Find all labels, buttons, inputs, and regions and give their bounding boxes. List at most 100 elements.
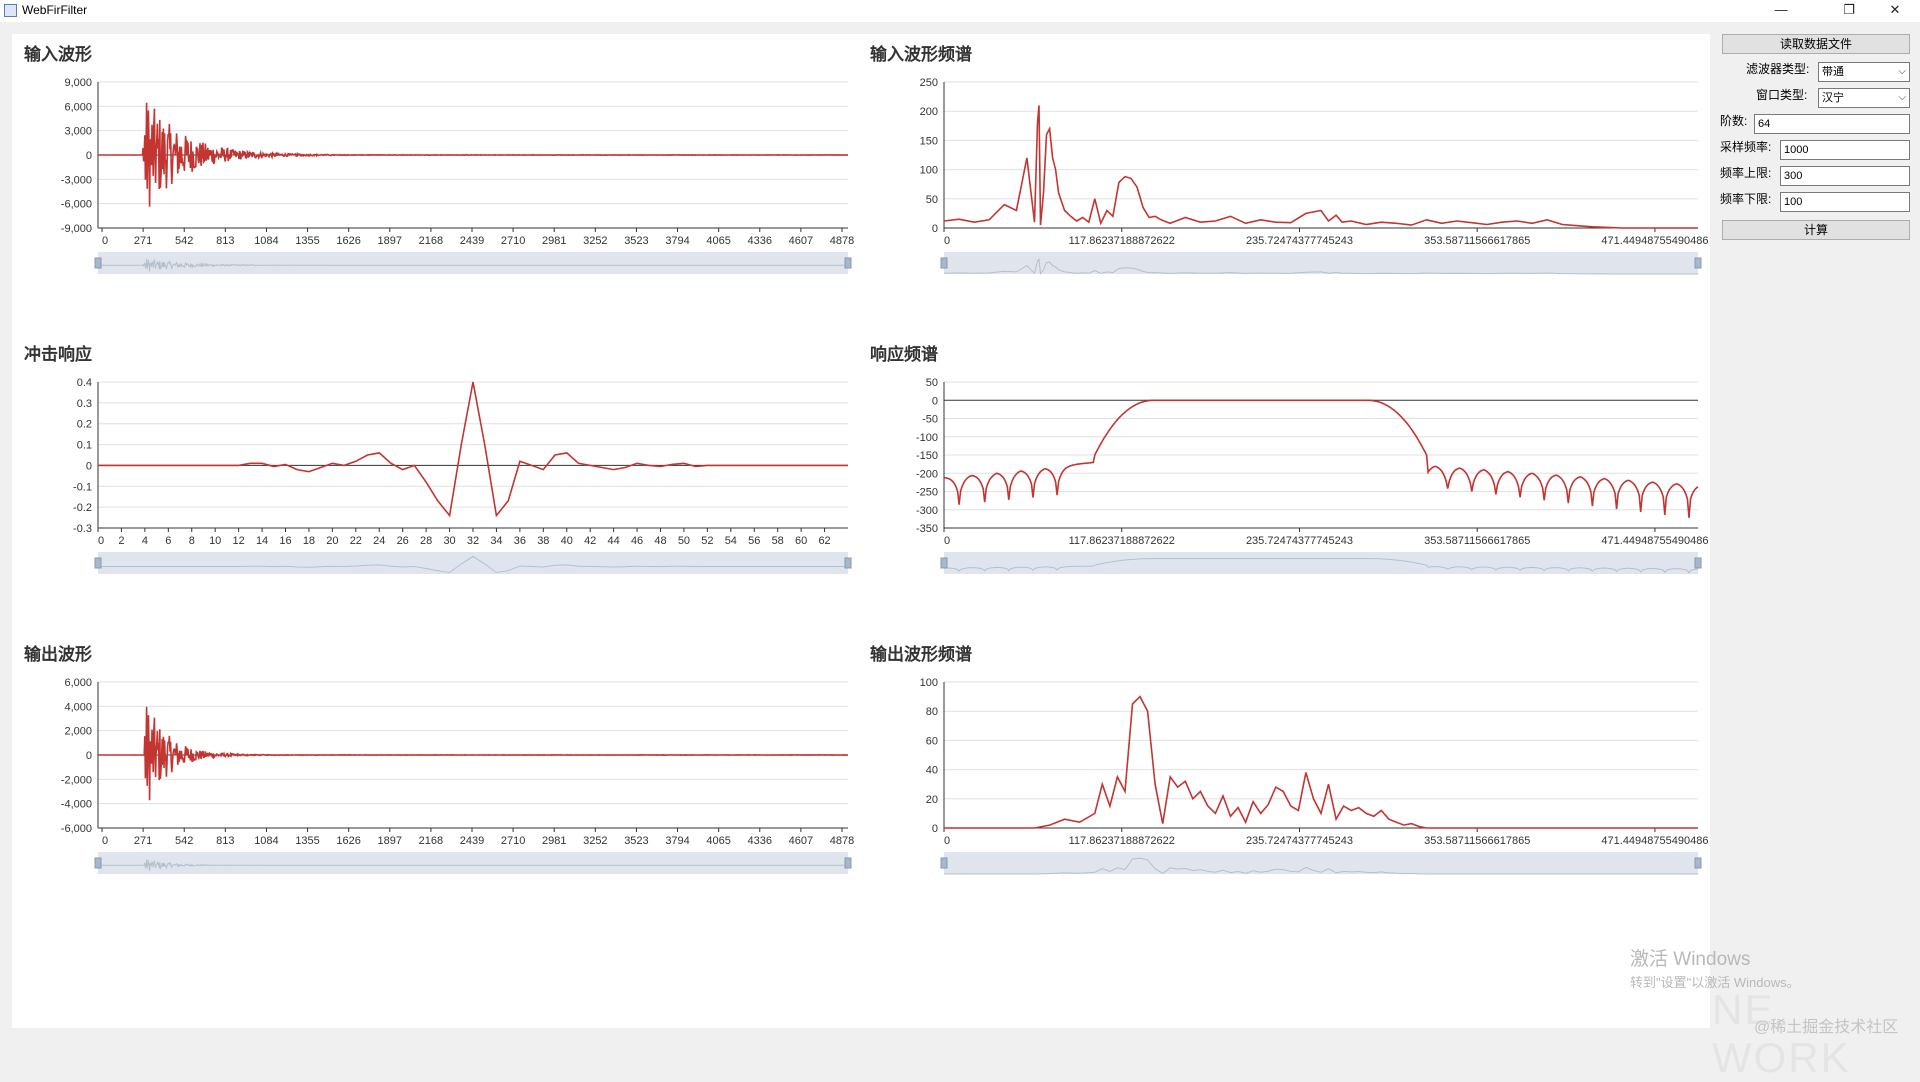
y-tick-label: -150 <box>916 450 938 462</box>
y-tick-label: -300 <box>916 505 938 517</box>
datazoom-handle-left <box>94 557 102 569</box>
x-tick-label: 1626 <box>336 235 360 247</box>
x-tick-label: 4878 <box>830 235 854 247</box>
x-tick-label: 2710 <box>501 835 525 847</box>
activate-windows-hint: 转到"设置"以激活 Windows。 <box>1630 975 1800 990</box>
chart-svg: 250 200 150 100 50 00 117.86237188872622 235.72… <box>920 77 1708 275</box>
y-tick-label: -250 <box>916 487 938 499</box>
y-tick-label: 250 <box>920 77 938 89</box>
x-tick-label: 0 <box>944 535 950 547</box>
activate-windows-title: 激活 Windows <box>1630 949 1751 970</box>
datazoom-preview <box>98 555 848 574</box>
x-tick-label: 22 <box>350 535 362 547</box>
chart-svg: 6,000 4,000 2,000 0 -2,000 -4,000 -6,000 0 271 54… <box>61 677 854 874</box>
x-tick-label: 4065 <box>706 835 730 847</box>
x-tick-label: 4065 <box>706 235 730 247</box>
y-tick-label: 200 <box>920 106 938 118</box>
y-tick-label: 150 <box>920 135 938 147</box>
x-tick-label: 52 <box>701 535 713 547</box>
output-spectrum-chart: 输出波形频谱 100 80 60 40 20 0 0 117.86237188872622 23… <box>858 634 1710 934</box>
x-tick-label: 1084 <box>254 235 278 247</box>
window-type-select[interactable]: 汉宁 ⌵ <box>1818 88 1910 108</box>
x-tick-label: 18 <box>303 535 315 547</box>
x-tick-label: 2 <box>118 535 124 547</box>
y-tick-label: 0 <box>86 750 92 762</box>
sample-rate-input[interactable]: 1000 <box>1780 140 1910 160</box>
x-tick-label: 2981 <box>542 835 566 847</box>
x-tick-label: 34 <box>490 535 502 547</box>
minimize-button[interactable]: — <box>1774 2 1788 17</box>
series-line <box>98 102 849 207</box>
y-tick-label: 0.3 <box>77 398 92 410</box>
control-panel: 读取数据文件 滤波器类型: 带通 ⌵ 窗口类型: 汉宁 ⌵ 阶数: 64 采样频… <box>1716 30 1916 250</box>
x-tick-label: 26 <box>397 535 409 547</box>
output-wave-chart: 输出波形 6,000 4,000 2,000 0 -2,000 -4,000 -6,000 0… <box>12 634 860 934</box>
window-type-label: 窗口类型: <box>1756 88 1808 102</box>
x-tick-label: 542 <box>175 835 193 847</box>
read-file-button[interactable]: 读取数据文件 <box>1722 34 1910 54</box>
filter-type-value: 带通 <box>1822 66 1844 78</box>
community-watermark: @稀土掘金技术社区 <box>1754 1019 1899 1036</box>
datazoom-preview <box>943 257 1698 275</box>
x-tick-label: 62 <box>818 535 830 547</box>
datazoom-bar <box>944 552 1698 574</box>
y-tick-label: -4,000 <box>61 799 92 811</box>
filter-type-select[interactable]: 带通 ⌵ <box>1818 62 1910 82</box>
series-line <box>943 399 1699 518</box>
x-tick-label: 271 <box>134 835 152 847</box>
response-spectrum-chart: 响应频谱 50 0 -50 -100 -150 -200 -250 -300 -350 0 117.… <box>858 334 1710 634</box>
series-line <box>943 105 1698 229</box>
maximize-button[interactable]: ❐ <box>1843 2 1855 17</box>
x-tick-label: 4 <box>142 535 148 547</box>
datazoom-bar <box>98 252 848 274</box>
x-tick-label: 2439 <box>460 835 484 847</box>
x-tick-label: 1355 <box>295 235 319 247</box>
y-tick-label: 6,000 <box>64 677 92 689</box>
x-tick-label: 4878 <box>830 835 854 847</box>
x-tick-label: 353.58711566617865 <box>1424 535 1530 547</box>
close-button[interactable]: ✕ <box>1889 2 1901 17</box>
x-tick-label: 4336 <box>748 835 772 847</box>
x-tick-label: 20 <box>326 535 338 547</box>
input-wave-chart: 输入波形 9,000 6,000 3,000 0 -3,000 -6,000 -9,000 0… <box>12 34 860 334</box>
y-tick-label: 40 <box>926 765 938 777</box>
datazoom-handle-right <box>844 557 852 569</box>
x-tick-label: 2168 <box>419 235 443 247</box>
chart-title: 冲击响应 <box>24 345 92 364</box>
x-tick-label: 36 <box>514 535 526 547</box>
x-tick-label: 0 <box>102 835 108 847</box>
y-tick-label: 50 <box>926 377 938 389</box>
datazoom-handle-left <box>940 857 948 869</box>
x-tick-label: 1897 <box>378 235 402 247</box>
datazoom-handle-right <box>1694 257 1702 269</box>
y-tick-label: 20 <box>926 794 938 806</box>
y-tick-label: 0.4 <box>77 377 92 389</box>
x-tick-label: 0 <box>98 535 104 547</box>
datazoom-handle-right <box>1694 857 1702 869</box>
y-tick-label: 3,000 <box>64 126 92 138</box>
x-tick-label: 1897 <box>378 835 402 847</box>
datazoom-preview <box>944 857 1698 875</box>
x-tick-label: 12 <box>233 535 245 547</box>
x-tick-label: 60 <box>795 535 807 547</box>
x-tick-label: 117.86237188872622 <box>1069 535 1175 547</box>
freq-high-input[interactable]: 300 <box>1780 166 1910 186</box>
x-tick-label: 4607 <box>789 235 813 247</box>
x-tick-label: 117.86237188872622 <box>1069 235 1175 247</box>
window-type-value: 汉宁 <box>1822 92 1844 104</box>
y-tick-label: 100 <box>920 165 938 177</box>
x-tick-label: 235.72474377745243 <box>1246 835 1353 847</box>
x-tick-label: 4607 <box>789 835 813 847</box>
x-tick-label: 471.44948755490486 <box>1601 235 1708 247</box>
chart-title: 响应频谱 <box>870 345 938 364</box>
order-input[interactable]: 64 <box>1754 114 1910 134</box>
chart-title: 输入波形 <box>24 45 92 64</box>
y-tick-label: 6,000 <box>64 101 92 113</box>
y-tick-label: 60 <box>926 735 938 747</box>
x-tick-label: 3523 <box>624 835 648 847</box>
freq-low-input[interactable]: 100 <box>1780 192 1910 212</box>
y-tick-label: 0 <box>86 150 92 162</box>
x-tick-label: 32 <box>467 535 479 547</box>
compute-button[interactable]: 计算 <box>1722 220 1910 240</box>
x-tick-label: 0 <box>944 835 950 847</box>
